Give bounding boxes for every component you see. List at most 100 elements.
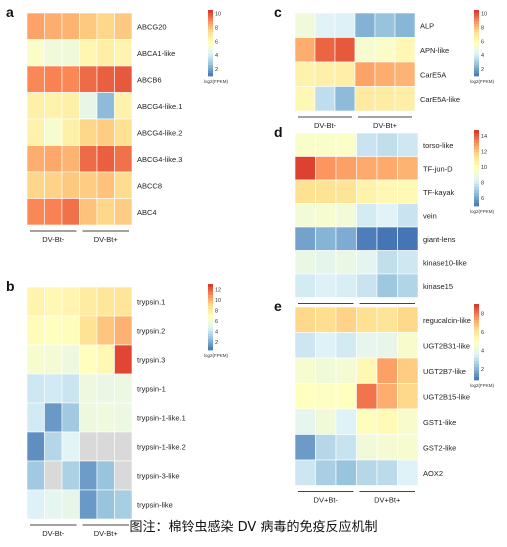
- legend-swatch-a-18: [208, 59, 213, 63]
- heatmap-cell-e-4-4: [376, 408, 398, 435]
- heatmap-cell-e-0-5: [397, 306, 419, 333]
- heatmap-cell-e-5-0: [294, 434, 316, 461]
- legend-swatch-d-7: [474, 152, 479, 156]
- legend-swatch-b-8: [208, 306, 213, 310]
- row-label-b-1: trypsin.2: [137, 327, 165, 336]
- heatmap-cell-b-7-3: [79, 489, 98, 520]
- heatmap-cell-e-5-3: [356, 434, 378, 461]
- heatmap-cell-a-3-5: [114, 92, 133, 120]
- legend-tick-d-3: 8: [481, 181, 484, 187]
- legend-swatch-b-2: [208, 289, 213, 293]
- heatmap-cell-c-1-3: [354, 37, 376, 63]
- legend-swatch-d-4: [474, 142, 479, 147]
- heatmap-cell-b-3-5: [114, 373, 133, 404]
- legend-swatch-c-18: [474, 59, 479, 63]
- heatmap-cell-a-5-4: [96, 145, 115, 173]
- legend-swatch-d-8: [474, 155, 479, 159]
- heatmap-cell-e-0-4: [376, 306, 398, 333]
- heatmap-cell-b-3-3: [79, 373, 98, 404]
- heatmap-cell-a-3-2: [61, 92, 80, 120]
- heatmap-cell-d-3-5: [397, 203, 419, 228]
- heatmap-cell-d-1-5: [397, 156, 419, 181]
- legend-swatch-b-16: [208, 328, 213, 332]
- heatmap-cell-b-4-0: [26, 402, 45, 433]
- heatmap-cell-e-6-4: [376, 459, 398, 486]
- heatmap-cell-d-1-1: [315, 156, 337, 181]
- heatmap-cell-b-2-0: [26, 344, 45, 375]
- heatmap-cell-e-4-3: [356, 408, 378, 435]
- row-label-e-6: AOX2: [423, 469, 443, 478]
- heatmap-cell-e-3-5: [397, 383, 419, 410]
- heatmap-cell-b-0-2: [61, 286, 80, 317]
- heatmap-cell-e-4-5: [397, 408, 419, 435]
- legend-swatch-c-2: [474, 15, 479, 19]
- legend-swatch-c-10: [474, 37, 479, 41]
- legend-title-d: log2(FPKM): [470, 209, 495, 214]
- legend-swatch-a-5: [208, 23, 213, 27]
- legend-swatch-c-16: [474, 54, 479, 58]
- legend-tick-d-1: 12: [481, 150, 487, 156]
- legend-swatch-d-14: [474, 174, 479, 178]
- heatmap-cell-b-5-1: [44, 431, 63, 462]
- heatmap-cell-d-4-5: [397, 226, 419, 251]
- legend-swatch-e-15: [474, 351, 479, 356]
- legend-swatch-b-19: [208, 336, 213, 340]
- heatmap-cell-d-4-2: [335, 226, 357, 251]
- heatmap-cell-c-3-2: [334, 86, 356, 112]
- group-label-e-1: DV+Bt+: [374, 496, 401, 505]
- heatmap-cell-a-7-1: [44, 198, 63, 226]
- heatmap-cell-a-5-5: [114, 145, 133, 173]
- heatmap-cell-d-6-2: [335, 273, 357, 298]
- heatmap-cell-e-4-1: [315, 408, 337, 435]
- heatmap-cell-a-6-3: [79, 171, 98, 199]
- heatmap-cell-d-1-4: [376, 156, 398, 181]
- heatmap-cell-b-1-0: [26, 315, 45, 346]
- heatmap-cell-e-3-1: [315, 383, 337, 410]
- heatmap-cell-a-2-0: [26, 65, 45, 93]
- legend-swatch-d-11: [474, 164, 479, 169]
- heatmap-cell-c-2-0: [294, 61, 316, 87]
- heatmap-cell-c-2-2: [334, 61, 356, 87]
- legend-swatch-d-17: [474, 183, 479, 188]
- legend-swatch-d-13: [474, 171, 479, 175]
- heatmap-cell-e-0-2: [335, 306, 357, 333]
- legend-swatch-a-1: [208, 12, 213, 16]
- heatmap-cell-b-6-2: [61, 460, 80, 491]
- legend-swatch-b-20: [208, 339, 213, 343]
- panel-letter-e: e: [274, 298, 282, 314]
- group-label-b-0: DV-Bt-: [42, 529, 65, 538]
- legend-swatch-a-6: [208, 26, 213, 30]
- legend-tick-c-3: 4: [481, 53, 484, 59]
- legend-swatch-b-9: [208, 308, 213, 312]
- heatmap-cell-d-3-1: [315, 203, 337, 228]
- legend-swatch-a-21: [208, 67, 213, 71]
- heatmap-cell-d-3-0: [294, 203, 316, 228]
- legend-swatch-a-14: [208, 48, 213, 52]
- row-label-e-0: regucalcin-like: [423, 316, 471, 325]
- row-label-c-1: APN-like: [420, 46, 449, 55]
- legend-swatch-c-13: [474, 45, 479, 49]
- heatmap-cell-e-4-2: [335, 408, 357, 435]
- heatmap-cell-b-7-5: [114, 489, 133, 520]
- legend-swatch-e-20: [474, 367, 479, 371]
- heatmap-cell-d-6-4: [376, 273, 398, 298]
- heatmap-cell-b-3-4: [96, 373, 115, 404]
- heatmap-cell-d-5-2: [335, 250, 357, 275]
- heatmap-cell-b-5-5: [114, 431, 133, 462]
- row-label-d-3: vein: [423, 211, 437, 220]
- legend-swatch-a-23: [208, 73, 213, 77]
- row-label-c-2: CarE5A: [420, 70, 446, 79]
- heatmap-cell-d-2-4: [376, 179, 398, 204]
- legend-swatch-e-21: [474, 370, 479, 375]
- legend-swatch-d-6: [474, 149, 479, 153]
- heatmap-cell-a-7-0: [26, 198, 45, 226]
- heatmap-cell-a-2-3: [79, 65, 98, 93]
- heatmap-cell-d-6-3: [356, 273, 378, 298]
- panel-letter-d: d: [274, 124, 283, 140]
- legend-swatch-d-9: [474, 158, 479, 163]
- legend-tick-a-4: 2: [215, 67, 218, 73]
- legend-swatch-b-1: [208, 286, 213, 290]
- legend-swatch-d-10: [474, 161, 479, 166]
- heatmap-cell-d-2-2: [335, 179, 357, 204]
- figure-caption: 图注：棉铃虫感染 DV 病毒的免疫反应机制: [129, 520, 378, 535]
